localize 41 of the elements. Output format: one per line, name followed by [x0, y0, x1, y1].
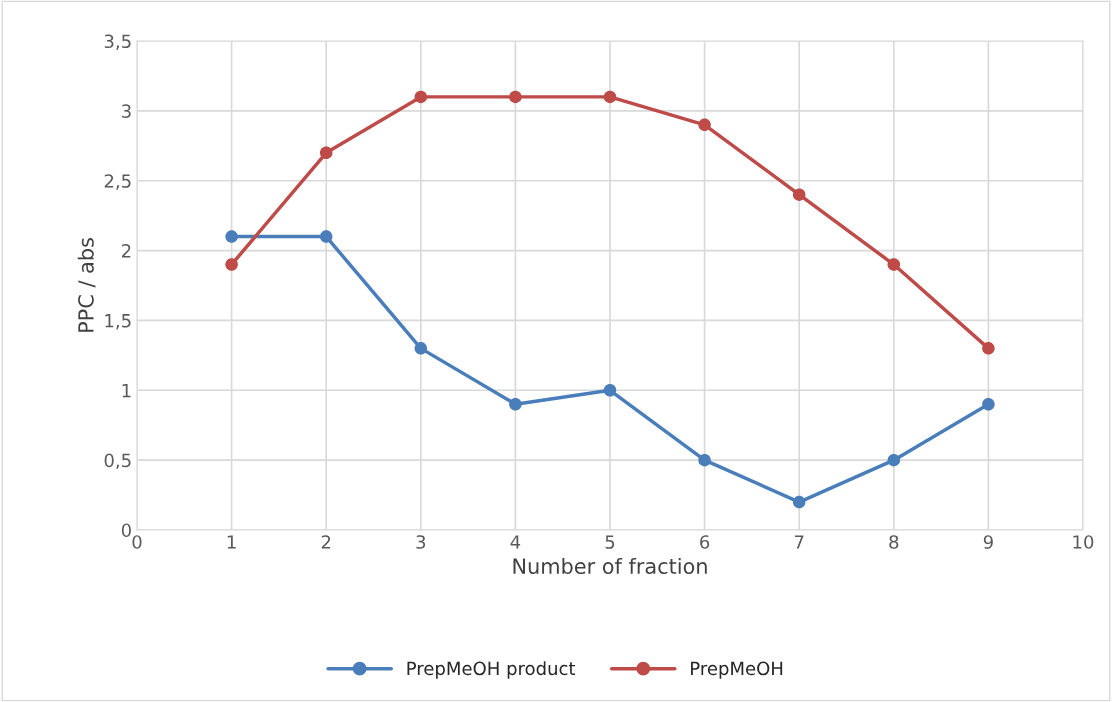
- point: [982, 398, 995, 411]
- y-tick-label: 2,5: [104, 174, 131, 190]
- point: [509, 398, 522, 411]
- point: [319, 230, 333, 243]
- y-tick-label: 1,5: [105, 314, 131, 330]
- point: [509, 90, 522, 104]
- x-tick-label: 10: [1073, 535, 1094, 549]
- point: [982, 342, 995, 355]
- x-tick-label: 3: [416, 535, 426, 549]
- x-tick-label: 0: [132, 535, 142, 549]
- point: [698, 118, 711, 132]
- y-tick-label: 3,5: [104, 34, 131, 50]
- point: [319, 146, 333, 160]
- point: [792, 188, 806, 201]
- legend-label: PrepMeOH: [691, 661, 783, 679]
- x-tick-label: 4: [510, 535, 521, 549]
- legend-label: PrepMeOH product: [407, 661, 576, 679]
- point: [225, 230, 238, 243]
- y-tick-label: 1: [122, 383, 131, 398]
- y-tick-label: 0: [121, 523, 131, 538]
- y-tick-label: 2: [121, 244, 131, 258]
- y-axis-title: PPC / abs: [77, 238, 96, 332]
- x-tick-label: 5: [605, 535, 615, 549]
- point: [603, 384, 617, 397]
- x-tick-label: 2: [321, 535, 331, 549]
- x-axis-title: Number of fraction: [513, 557, 707, 575]
- x-tick-label: 7: [794, 535, 804, 549]
- point: [414, 90, 428, 104]
- point: [887, 258, 901, 271]
- x-tick-label: 6: [700, 535, 710, 549]
- point: [225, 258, 238, 271]
- point: [603, 90, 617, 104]
- x-tick-label: 9: [983, 535, 993, 549]
- point: [887, 453, 901, 467]
- point: [414, 342, 428, 355]
- x-tick-label: 1: [227, 535, 236, 549]
- x-tick-label: 8: [889, 535, 899, 549]
- point: [698, 453, 711, 467]
- point: [792, 495, 806, 509]
- y-tick-label: 0,5: [104, 453, 131, 470]
- y-tick-label: 3: [122, 104, 131, 118]
